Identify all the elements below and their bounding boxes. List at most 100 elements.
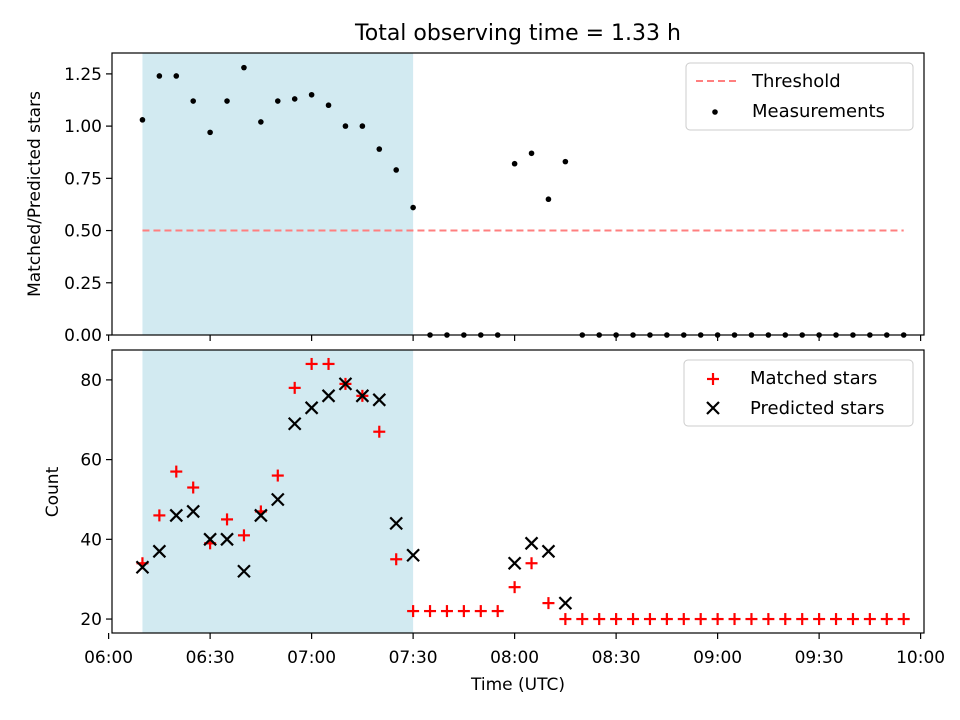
- predicted-point: [254, 508, 268, 523]
- matched-point: [237, 529, 250, 542]
- predicted-point: [524, 536, 539, 551]
- predicted-point: [237, 564, 251, 578]
- matched-point: [424, 605, 437, 618]
- x-tick-label: 07:00: [287, 648, 336, 668]
- measurement-point: [241, 64, 247, 71]
- measurement-point: [410, 204, 416, 211]
- measurement-point: [156, 73, 163, 79]
- matched-point: [711, 613, 724, 626]
- measurement-point: [291, 96, 298, 102]
- predicted-point: [338, 377, 353, 391]
- matched-point: [576, 613, 589, 626]
- bottom-y-axis-label: Count: [43, 466, 63, 517]
- bottom-y-tick-label: 20: [80, 610, 102, 630]
- matched-point: [745, 613, 758, 626]
- x-tick-label: 09:30: [795, 648, 844, 668]
- matched-point: [897, 613, 910, 626]
- top-y-tick-label: 0.50: [64, 222, 102, 242]
- matched-point: [288, 381, 301, 394]
- matched-point: [610, 613, 623, 626]
- matched-point: [170, 465, 183, 478]
- matched-point: [694, 613, 707, 626]
- bottom-plot-marks: [135, 357, 910, 626]
- measurement-point: [545, 196, 552, 203]
- predicted-point: [355, 389, 370, 403]
- matched-point: [322, 357, 335, 370]
- top-plot-marks: [139, 64, 907, 338]
- predicted-point: [406, 548, 420, 563]
- matched-point: [880, 613, 893, 626]
- matched-point: [559, 613, 572, 626]
- chart-title: Total observing time = 1.33 h: [354, 21, 681, 46]
- matched-point: [863, 613, 876, 626]
- top-y-tick-label: 0.00: [64, 326, 102, 346]
- bottom-legend: Matched stars Predicted stars: [683, 359, 914, 427]
- predicted-point: [558, 596, 573, 610]
- predicted-point: [389, 516, 403, 531]
- matched-point: [305, 357, 318, 370]
- x-tick-label: 06:00: [84, 648, 133, 668]
- x-tick-label: 09:00: [693, 648, 742, 668]
- matched-point: [846, 613, 859, 626]
- matched-point: [187, 481, 200, 494]
- x-tick-label: 10:00: [896, 648, 945, 668]
- predicted-point: [152, 544, 167, 559]
- bottom-axes-frame: [111, 349, 925, 634]
- top-axes-frame: [111, 52, 925, 336]
- bottom-y-tick-label: 60: [80, 451, 102, 471]
- measurement-point: [562, 158, 569, 165]
- matched-point: [221, 513, 234, 526]
- predicted-point: [135, 560, 150, 575]
- matched-point: [643, 613, 656, 626]
- predicted-point: [304, 401, 319, 415]
- matched-point: [813, 613, 826, 626]
- predicted-point: [372, 393, 387, 407]
- matched-point: [525, 557, 538, 570]
- predicted-point: [287, 416, 302, 431]
- measurement-point: [376, 146, 383, 152]
- measurement-point: [393, 167, 400, 173]
- top-y-tick-label: 1.25: [64, 65, 102, 85]
- bottom-y-tick-label: 40: [80, 530, 102, 550]
- bottom-panel: 20 40 60 80 06:00 06:30 07:00 07:30 08:00 08:30 09…: [43, 349, 945, 695]
- predicted-point: [321, 389, 336, 403]
- legend-measurements-swatch: [712, 109, 718, 115]
- top-panel: Total observing time = 1.33 h 0.000.250.…: [25, 21, 925, 346]
- matched-point: [593, 613, 606, 626]
- matched-point: [728, 613, 741, 626]
- matched-point: [660, 613, 673, 626]
- measurement-point: [274, 98, 281, 104]
- predicted-point: [169, 508, 184, 523]
- measurement-point: [258, 119, 264, 125]
- matched-point: [474, 605, 487, 618]
- predicted-point: [507, 556, 522, 571]
- matched-point: [508, 581, 521, 594]
- top-y-tick-label: 1.00: [64, 117, 102, 137]
- measurement-point: [207, 129, 213, 136]
- x-tick-label: 08:00: [490, 648, 539, 668]
- predicted-point: [541, 544, 556, 559]
- bottom-y-tick-label: 80: [80, 371, 102, 391]
- legend-matched-label: Matched stars: [750, 368, 877, 389]
- matched-point: [762, 613, 775, 626]
- top-axis-ticks: 0.00 0.25 0.50 0.75 1.00 1.25: [64, 65, 922, 346]
- measurement-point: [342, 123, 349, 129]
- matched-point: [407, 605, 420, 618]
- matched-point: [440, 605, 453, 618]
- top-shaded-span: [142, 53, 414, 335]
- matched-point: [542, 597, 555, 610]
- matched-point: [677, 613, 690, 626]
- predicted-point: [186, 504, 200, 519]
- legend-threshold-label: Threshold: [751, 71, 841, 92]
- legend-matched-swatch: [707, 373, 719, 385]
- top-y-axis-label: Matched/Predicted stars: [25, 91, 45, 297]
- matched-point: [796, 613, 809, 626]
- top-y-tick-label: 0.75: [64, 169, 102, 189]
- matched-point: [627, 613, 640, 626]
- matched-point: [390, 553, 403, 566]
- predicted-point: [220, 532, 234, 547]
- matched-point: [491, 605, 504, 618]
- legend-predicted-swatch: [706, 401, 720, 415]
- bottom-axis-ticks: 20 40 60 80 06:00 06:30 07:00 07:30 08:00 08:30 09…: [80, 371, 945, 668]
- measurement-point: [359, 123, 366, 129]
